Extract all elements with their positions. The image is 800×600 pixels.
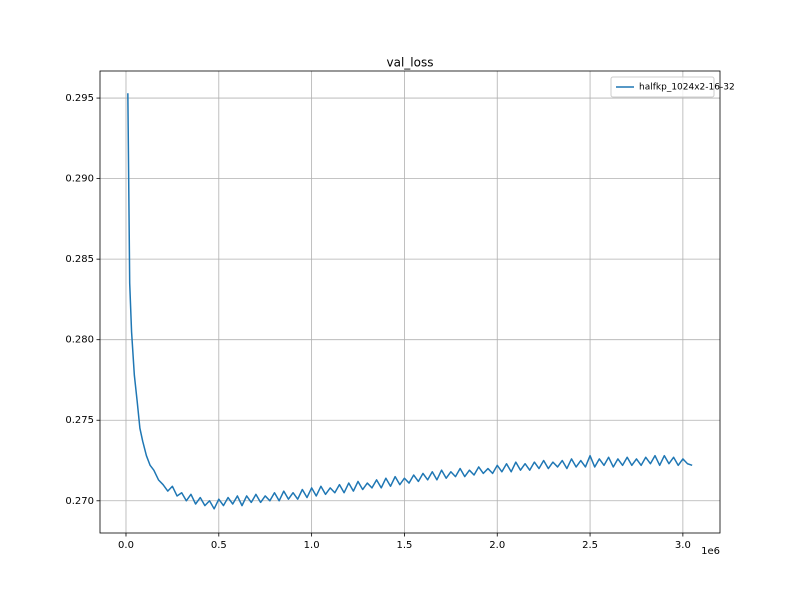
chart-title: val_loss: [387, 56, 434, 70]
y-tick-label: 0.295: [65, 93, 94, 104]
x-tick-label: 0.0: [118, 540, 134, 551]
y-tick-label: 0.290: [65, 174, 94, 185]
x-tick-label: 2.0: [489, 540, 505, 551]
x-tick-label: 2.5: [582, 540, 598, 551]
legend-label: halfkp_1024x2-16-32: [639, 83, 735, 93]
x-offset-label: 1e6: [701, 546, 720, 557]
y-tick-label: 0.280: [65, 335, 94, 346]
line: [127, 93, 693, 510]
axes-frame: [99, 70, 721, 534]
x-tick-label: 3.0: [675, 540, 691, 551]
x-tick-label: 1.0: [304, 540, 320, 551]
x-tick-label: 0.5: [211, 540, 227, 551]
y-tick-label: 0.275: [65, 415, 94, 426]
x-tick-label: 1.5: [396, 540, 412, 551]
legend-box: [610, 76, 715, 98]
y-tick-label: 0.285: [65, 254, 94, 265]
y-tick-label: 0.270: [65, 496, 94, 507]
